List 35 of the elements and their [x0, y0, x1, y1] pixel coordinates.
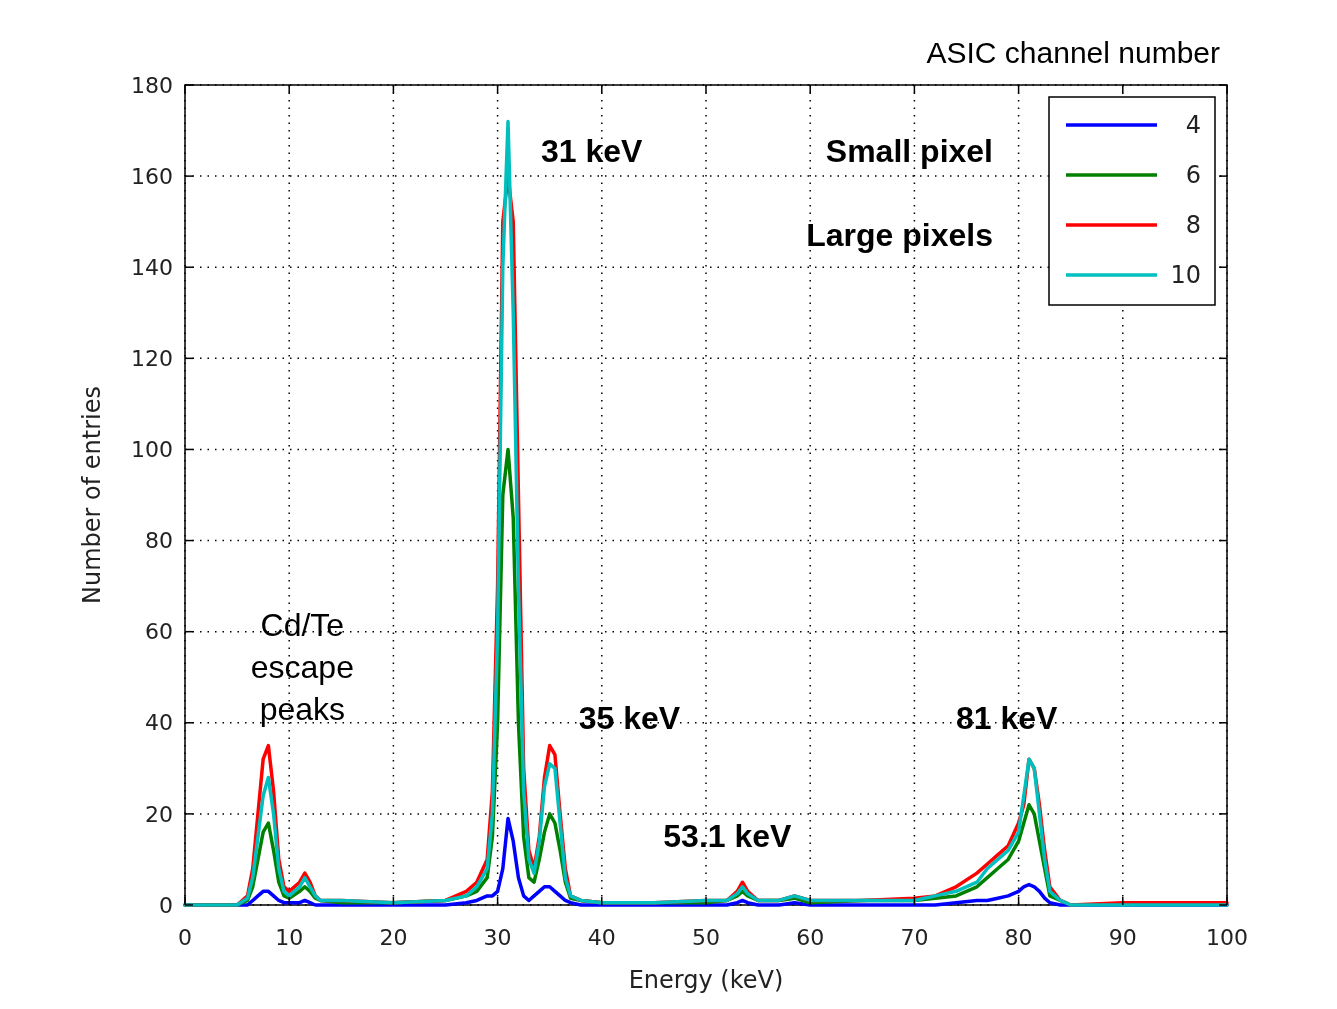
x-tick-label: 80 — [1004, 925, 1033, 950]
annotation: 81 keV — [956, 700, 1059, 737]
annotation: 35 keV — [578, 699, 681, 736]
x-tick-label: 30 — [483, 925, 512, 950]
legend-label: 8 — [1185, 211, 1201, 239]
y-tick-label: 80 — [145, 528, 173, 554]
annotation: 31 keV — [541, 133, 644, 170]
y-tick-label: 140 — [131, 254, 173, 280]
x-tick-label: 90 — [1108, 925, 1137, 950]
y-tick-label: 180 — [131, 72, 173, 98]
annotation: 53.1 keV — [663, 818, 793, 855]
y-tick-label: 60 — [145, 619, 173, 645]
annotation: Large pixels — [806, 217, 993, 253]
y-axis-title: Number of entries — [78, 386, 106, 604]
y-tick-label: 160 — [131, 163, 173, 189]
y-tick-label: 120 — [131, 346, 173, 372]
annotation: Small pixel — [825, 133, 993, 169]
x-tick-label: 50 — [692, 925, 720, 950]
x-tick-label: 100 — [1206, 925, 1248, 950]
y-tick-label: 40 — [145, 710, 173, 736]
annotation: Cd/Te escape peaks — [250, 606, 354, 727]
legend-title: ASIC channel number — [926, 36, 1221, 69]
x-tick-label: 60 — [796, 925, 825, 950]
x-tick-label: 10 — [275, 925, 304, 950]
y-tick-label: 100 — [131, 437, 173, 463]
legend-label: 10 — [1170, 261, 1201, 289]
y-tick-label: 20 — [145, 801, 173, 827]
x-tick-label: 40 — [587, 925, 616, 950]
x-tick-label: 0 — [178, 925, 192, 950]
y-tick-label: 0 — [159, 892, 173, 918]
legend-label: 4 — [1185, 111, 1201, 139]
x-axis-title: Energy (keV) — [628, 966, 784, 994]
legend-label: 6 — [1185, 161, 1201, 189]
x-tick-label: 20 — [379, 925, 408, 950]
x-tick-label: 70 — [900, 925, 929, 950]
